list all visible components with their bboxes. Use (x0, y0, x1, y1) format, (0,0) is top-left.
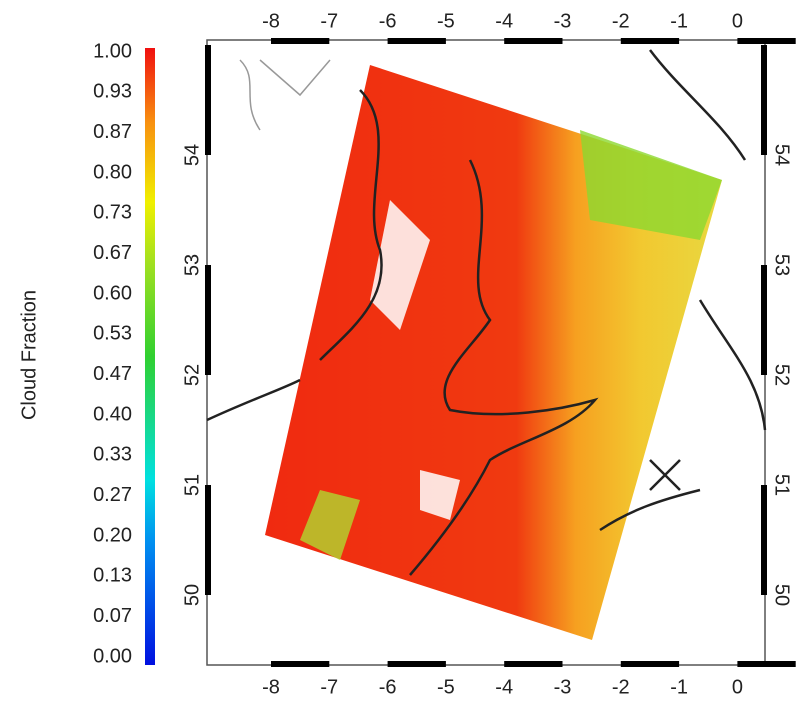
frame-bar (737, 661, 795, 667)
colorbar-tick-label: 0.60 (93, 282, 132, 304)
x-tick-label-bottom: -5 (437, 676, 455, 698)
frame-bar (388, 661, 446, 667)
frame-bar (205, 485, 211, 595)
colorbar-tick-label: 0.33 (93, 444, 132, 466)
page: Cloud Fraction 1.00 0.93 0.87 0.80 0.73 0.67 0… (0, 0, 796, 704)
colorbar-tick-label: 0.07 (93, 605, 132, 627)
frame-bar (271, 661, 329, 667)
colorbar-tick-label: 0.67 (93, 242, 132, 264)
frame-bar (761, 45, 767, 155)
x-tick-label-top: -2 (612, 10, 630, 32)
colorbar-tick-label: 0.40 (93, 403, 132, 425)
y-tick-label-right: 50 (771, 584, 793, 606)
x-tick-label-top: -8 (262, 10, 280, 32)
x-tick-label-top: -7 (320, 10, 338, 32)
colorbar-tick-label: 0.00 (93, 645, 132, 667)
frame-bar (504, 38, 562, 44)
frame-bar (388, 38, 446, 44)
colorbar-tick-label: 0.80 (93, 161, 132, 183)
colorbar-tick-label: 0.13 (93, 565, 132, 587)
frame-bar (205, 45, 211, 155)
x-tick-label-bottom: -3 (554, 676, 572, 698)
frame-bar (271, 38, 329, 44)
x-tick-label-top: -1 (670, 10, 688, 32)
colorbar-tick-label: 0.87 (93, 121, 132, 143)
colorbar-tick-label: 0.93 (93, 81, 132, 103)
cloud-field (265, 65, 722, 640)
x-tick-label-bottom: -1 (670, 676, 688, 698)
x-tick-label-bottom: -4 (495, 676, 513, 698)
y-tick-label-right: 53 (771, 254, 793, 276)
x-tick-label-bottom: 0 (732, 676, 743, 698)
y-tick-label-left: 54 (181, 144, 203, 166)
border-line (240, 60, 330, 130)
y-tick-label-left: 52 (181, 364, 203, 386)
x-tick-label-bottom: -6 (379, 676, 397, 698)
x-tick-label-top: -4 (495, 10, 513, 32)
frame-bar (621, 38, 679, 44)
colorbar-tick-label: 0.47 (93, 363, 132, 385)
colorbar-tick-label: 0.73 (93, 202, 132, 224)
y-tick-label-right: 52 (771, 364, 793, 386)
frame-bar (205, 265, 211, 375)
x-tick-label-bottom: -8 (262, 676, 280, 698)
colorbar-tick-label: 0.27 (93, 484, 132, 506)
x-tick-label-bottom: -2 (612, 676, 630, 698)
x-tick-label-top: -6 (379, 10, 397, 32)
y-tick-label-left: 51 (181, 474, 203, 496)
colorbar-tick-label: 1.00 (93, 40, 132, 62)
x-tick-label-bottom: -7 (320, 676, 338, 698)
frame-bar (621, 661, 679, 667)
colorbar-tick-label: 0.53 (93, 323, 132, 345)
y-tick-label-right: 51 (771, 474, 793, 496)
x-tick-label-top: -5 (437, 10, 455, 32)
marker (650, 460, 680, 490)
x-tick-label-top: -3 (554, 10, 572, 32)
frame-bar (761, 265, 767, 375)
colorbar-label: Cloud Fraction (18, 290, 40, 420)
y-tick-label-left: 50 (181, 584, 203, 606)
colorbar-tick-label: 0.20 (93, 524, 132, 546)
y-tick-label-right: 54 (771, 144, 793, 166)
colorbar (145, 48, 155, 665)
map-figure: Cloud Fraction 1.00 0.93 0.87 0.80 0.73 0.67 0… (0, 0, 796, 704)
frame-bar (737, 38, 795, 44)
frame-bar (504, 661, 562, 667)
x-tick-label-top: 0 (732, 10, 743, 32)
frame-bar (761, 485, 767, 595)
y-tick-label-left: 53 (181, 254, 203, 276)
